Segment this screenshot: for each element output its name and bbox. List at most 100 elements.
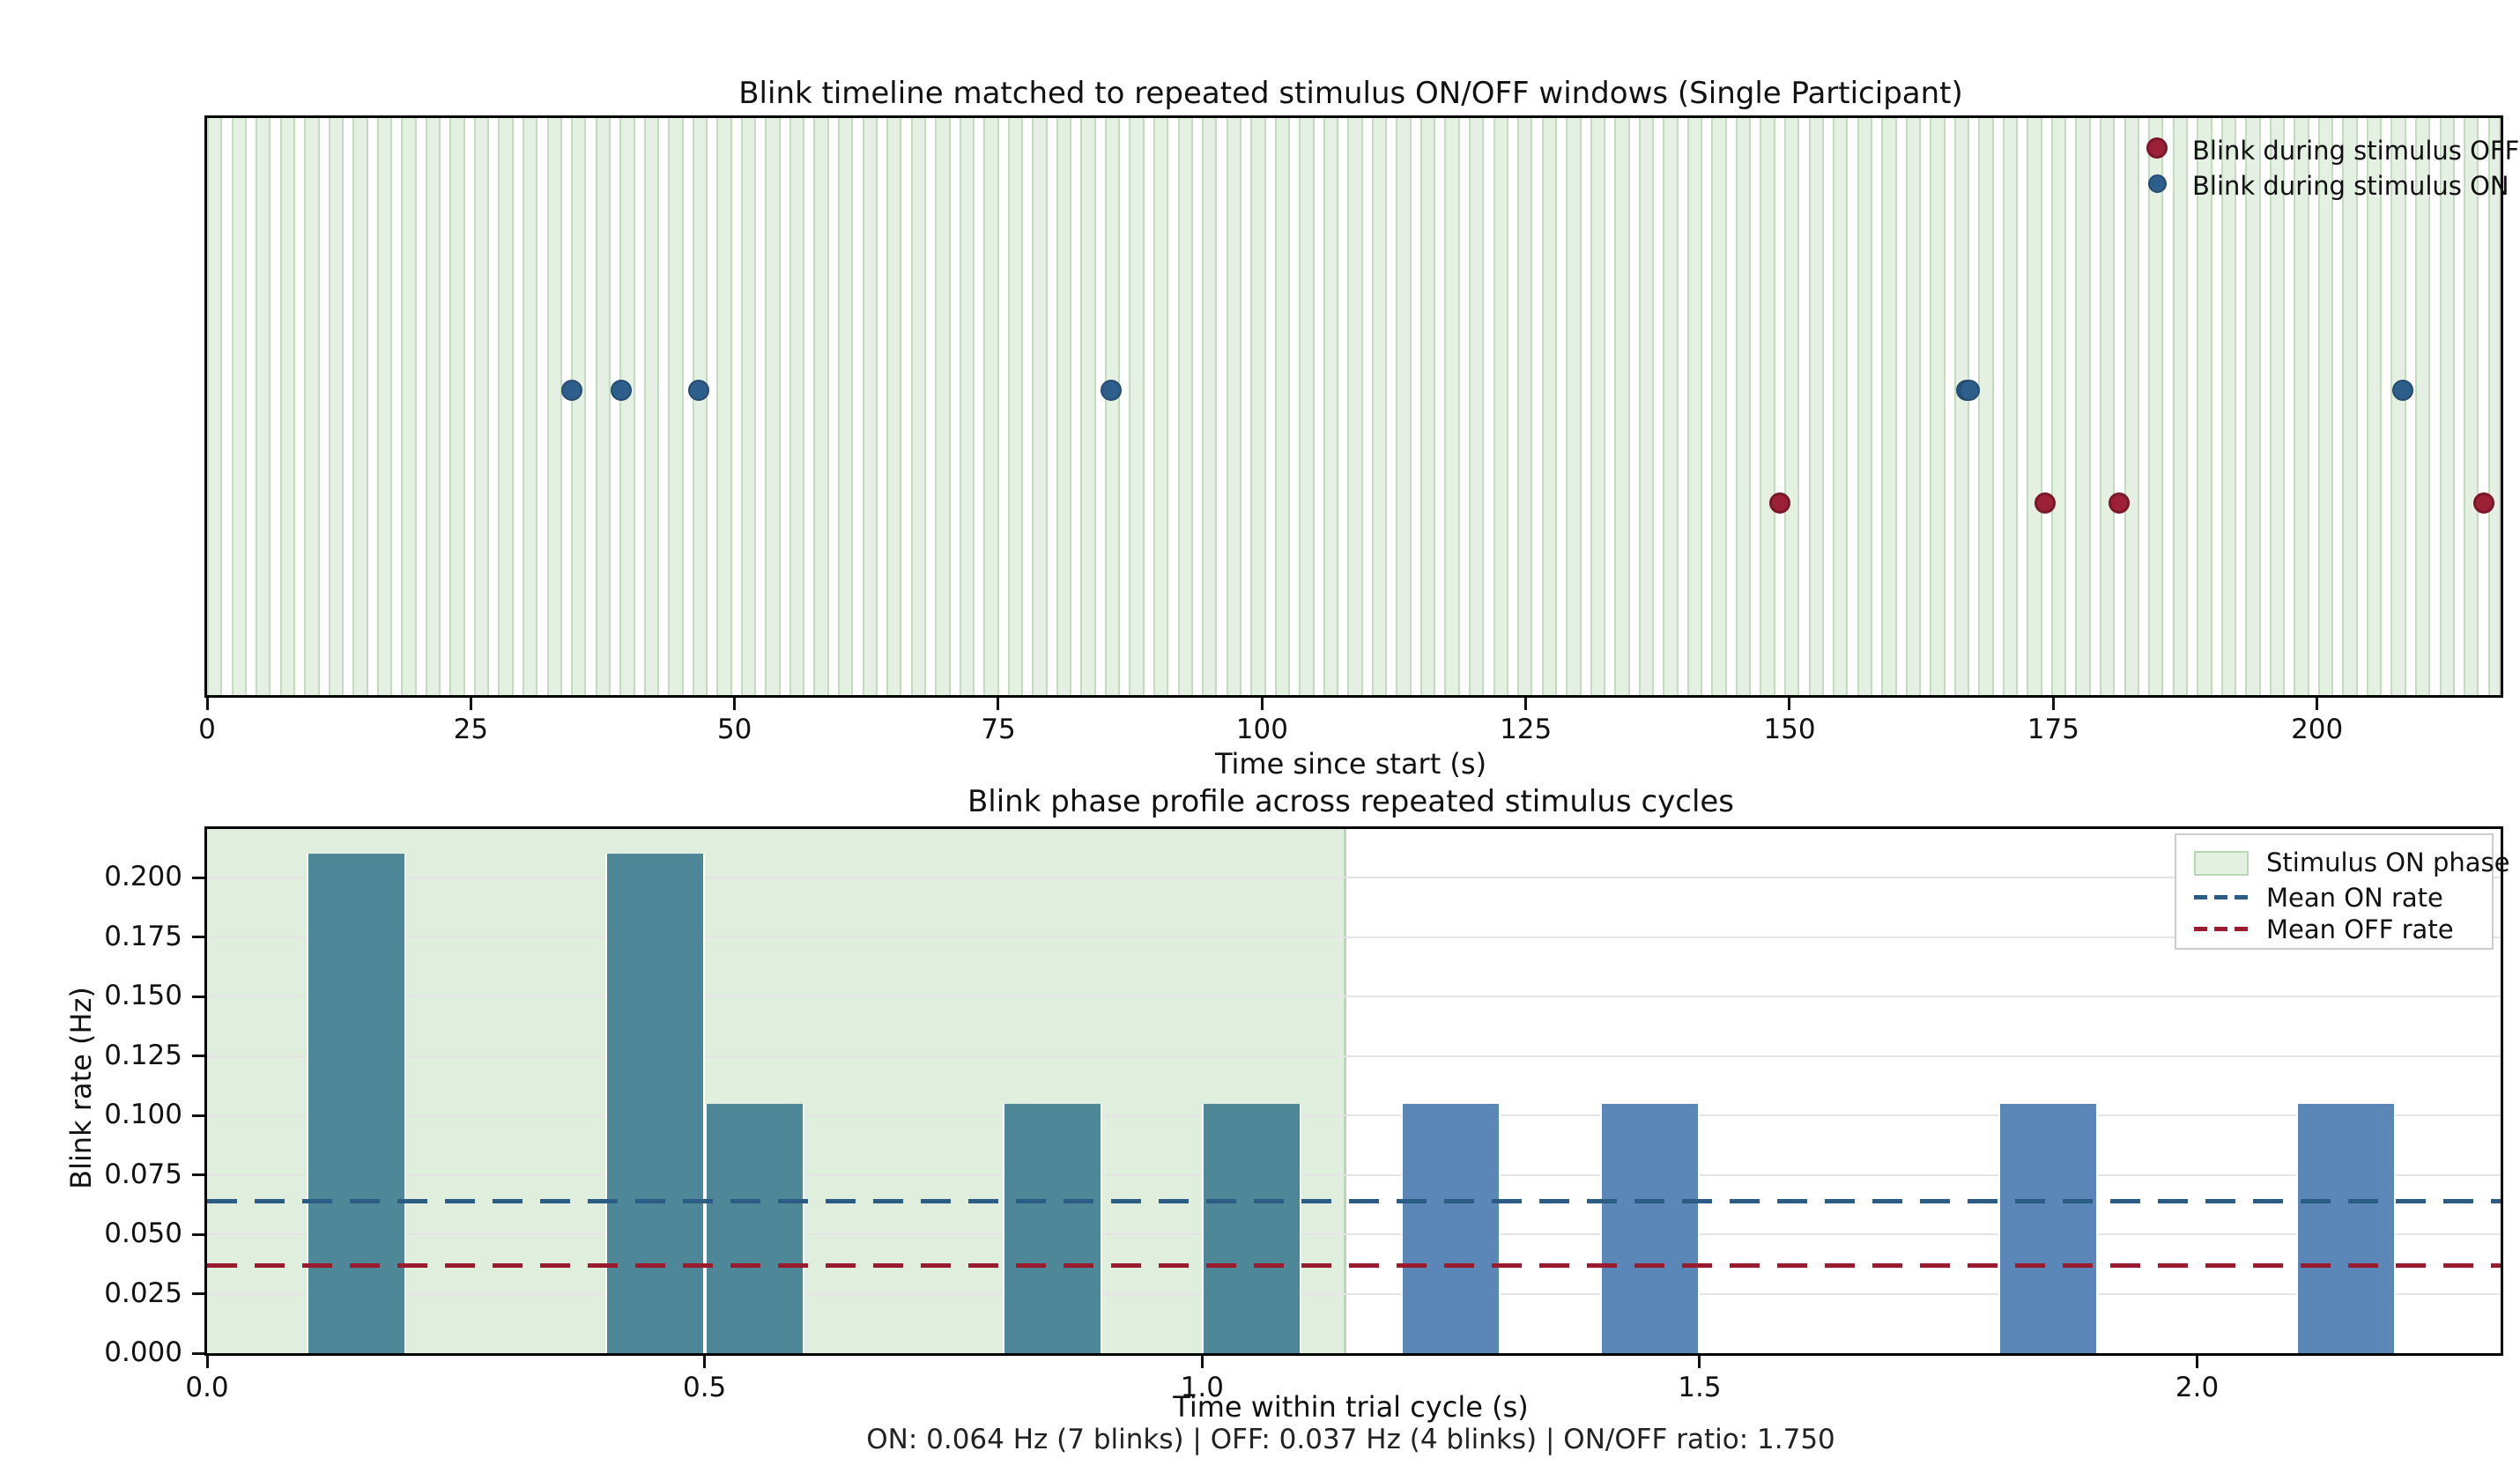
- top-legend: Blink during stimulus OFF Blink during st…: [2131, 129, 2519, 208]
- y-tick-label: 0.000: [104, 1336, 182, 1368]
- y-gridline: [207, 996, 2501, 998]
- stimulus-on-window: [1978, 118, 1994, 695]
- mean-off-rate-line: [207, 1262, 2501, 1268]
- bottom-y-axis-label: Blink rate (Hz): [64, 987, 98, 1189]
- x-tick-label: 0: [198, 714, 216, 745]
- stimulus-on-window: [2487, 118, 2501, 695]
- y-tick-label: 0.125: [104, 1039, 182, 1071]
- stimulus-on-window: [1299, 118, 1315, 695]
- stimulus-on-window: [789, 118, 805, 695]
- stimulus-on-window: [1177, 118, 1193, 695]
- y-gridline: [207, 1292, 2501, 1295]
- blink-rate-bar: [1599, 1103, 1700, 1353]
- x-tick-label: 200: [2291, 714, 2344, 745]
- stimulus-on-window: [2075, 118, 2091, 695]
- stimulus-on-window: [1541, 118, 1557, 695]
- x-tick: [703, 1356, 707, 1368]
- stimulus-on-window: [1444, 118, 1460, 695]
- x-tick-label: 50: [716, 714, 752, 745]
- stimulus-on-window: [1517, 118, 1533, 695]
- stimulus-on-window: [1226, 118, 1241, 695]
- blink-rate-bar: [306, 854, 406, 1353]
- y-tick: [192, 1351, 204, 1355]
- x-tick: [2051, 698, 2055, 710]
- x-tick-label: 100: [1235, 714, 1288, 745]
- stimulus-on-window: [1469, 118, 1485, 695]
- legend-label-blink-off: Blink during stimulus OFF: [2192, 136, 2520, 166]
- stimulus-on-window: [2366, 118, 2383, 695]
- y-gridline: [207, 1055, 2501, 1057]
- y-tick: [192, 936, 204, 939]
- stimulus-on-window: [256, 118, 271, 695]
- y-gridline: [207, 936, 2501, 938]
- stimulus-on-window: [2390, 118, 2406, 695]
- legend-label-on-phase: Stimulus ON phase: [2266, 848, 2510, 877]
- stimulus-on-window: [692, 118, 708, 695]
- stimulus-on-window: [1638, 118, 1655, 695]
- stimulus-on-window: [2245, 118, 2261, 695]
- stimulus-on-window: [1419, 118, 1436, 695]
- stimulus-on-window: [498, 118, 514, 695]
- legend-swatch-on-phase: [2194, 851, 2249, 876]
- stimulus-on-window: [862, 118, 878, 695]
- stimulus-on-window: [1614, 118, 1630, 695]
- stimulus-on-window: [2415, 118, 2431, 695]
- mean-on-rate-line: [207, 1198, 2501, 1203]
- stimulus-on-window: [1784, 118, 1800, 695]
- stimulus-on-window: [935, 118, 951, 695]
- blink-marker-on: [687, 380, 709, 402]
- stimulus-on-window: [449, 118, 465, 695]
- y-tick-label: 0.100: [104, 1099, 182, 1131]
- stimulus-on-window: [1104, 118, 1121, 695]
- stimulus-on-window: [2100, 118, 2116, 695]
- blink-marker-off: [2034, 492, 2056, 514]
- x-tick-label: 0.5: [682, 1372, 727, 1403]
- stimulus-on-window: [1808, 118, 1824, 695]
- x-tick: [1200, 1356, 1204, 1368]
- x-tick-label: 2.0: [2175, 1372, 2220, 1403]
- stimulus-on-window: [1760, 118, 1775, 695]
- x-tick: [205, 698, 209, 710]
- y-tick: [192, 1055, 204, 1058]
- top-axes: Blink during stimulus OFF Blink during st…: [204, 115, 2519, 698]
- legend-label-mean-on: Mean ON rate: [2266, 883, 2443, 913]
- stimulus-on-window: [1080, 118, 1096, 695]
- blink-marker-on: [610, 380, 632, 402]
- blink-rate-bar: [704, 1103, 804, 1353]
- blink-rate-bar: [1401, 1103, 1501, 1353]
- x-tick: [1260, 698, 1264, 710]
- blink-marker-on: [1958, 380, 1980, 402]
- stimulus-on-window: [2269, 118, 2286, 695]
- stimulus-on-window: [1663, 118, 1679, 695]
- legend-marker-blink-off: [2146, 137, 2168, 159]
- blink-rate-bar: [2296, 1103, 2397, 1353]
- blink-rate-bar: [1997, 1103, 2098, 1353]
- x-tick-label: 1.5: [1678, 1372, 1722, 1403]
- stimulus-on-window: [231, 118, 247, 695]
- stimulus-on-window: [910, 118, 926, 695]
- x-tick: [205, 1356, 209, 1368]
- stimulus-on-window: [352, 118, 368, 695]
- stimulus-on-window: [279, 118, 295, 695]
- stimulus-on-window: [207, 118, 223, 695]
- y-tick: [192, 1232, 204, 1236]
- x-tick: [997, 698, 1000, 710]
- stimulus-on-window: [1129, 118, 1145, 695]
- blink-marker-on: [561, 380, 583, 402]
- stimulus-on-window: [716, 118, 732, 695]
- x-tick: [2316, 698, 2319, 710]
- stimulus-on-window: [2050, 118, 2067, 695]
- y-tick: [192, 876, 204, 879]
- stimulus-on-window: [765, 118, 781, 695]
- stimulus-on-window: [328, 118, 345, 695]
- y-tick-label: 0.050: [104, 1218, 182, 1250]
- y-gridline: [207, 1173, 2501, 1176]
- stimulus-on-window: [838, 118, 854, 695]
- stimulus-on-window: [1371, 118, 1388, 695]
- stimulus-on-window: [1056, 118, 1072, 695]
- stimulus-on-window: [1396, 118, 1412, 695]
- stimulus-on-window: [1153, 118, 1169, 695]
- stimulus-on-window: [1590, 118, 1606, 695]
- stimulus-on-window: [1711, 118, 1727, 695]
- legend-label-blink-on: Blink during stimulus ON: [2192, 171, 2509, 201]
